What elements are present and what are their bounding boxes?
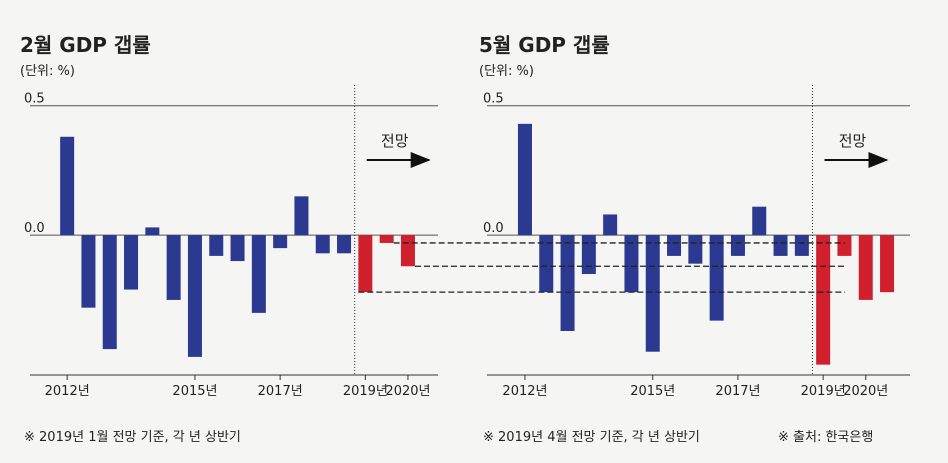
bar [560, 235, 575, 331]
chart-title: 2월 GDP 갭률 [20, 33, 151, 57]
bar [166, 235, 181, 300]
bar [294, 196, 309, 236]
x-tick-label: 2020년 [843, 384, 888, 399]
bar [102, 235, 117, 350]
y-tick-label: 0.5 [24, 92, 45, 107]
bar [230, 235, 245, 262]
bar [730, 235, 745, 256]
x-tick-label: 2015년 [172, 384, 217, 399]
x-tick-label: 2020년 [385, 384, 430, 399]
x-tick-label: 2017년 [715, 384, 760, 399]
unit-label: (단위: %) [479, 64, 534, 79]
bar [816, 235, 831, 365]
bar [145, 227, 160, 236]
bar [581, 235, 596, 275]
bar [337, 235, 352, 254]
bar [688, 235, 703, 264]
chart-title: 5월 GDP 갭률 [479, 33, 610, 57]
bar [837, 235, 852, 256]
footnote: ※ 2019년 1월 전망 기준, 각 년 상반기 [24, 430, 241, 445]
bar [752, 206, 767, 236]
bar [709, 235, 724, 321]
bar [81, 235, 96, 308]
bar [667, 235, 682, 256]
bar [358, 235, 373, 293]
y-tick-label: 0.0 [483, 221, 504, 236]
bar [251, 235, 266, 313]
forecast-label: 전망 [381, 132, 409, 150]
x-tick-label: 2012년 [45, 384, 90, 399]
source: ※ 출처: 한국은행 [778, 429, 873, 445]
x-tick-label: 2019년 [801, 384, 846, 399]
y-tick-label: 0.0 [24, 221, 45, 236]
bar [645, 235, 660, 352]
x-tick-label: 2015년 [630, 384, 675, 399]
bar [187, 235, 202, 357]
bar [124, 235, 139, 290]
bar [603, 214, 618, 236]
bar [880, 235, 895, 293]
bar [315, 235, 330, 254]
footnote: ※ 2019년 4월 전망 기준, 각 년 상반기 [483, 430, 700, 445]
bar [400, 235, 415, 267]
bar [60, 136, 75, 236]
x-tick-label: 2019년 [343, 384, 388, 399]
bar [517, 123, 532, 236]
bar [209, 235, 224, 256]
bar [273, 235, 288, 249]
unit-label: (단위: %) [20, 64, 75, 79]
bar [858, 235, 873, 300]
y-tick-label: 0.5 [483, 92, 504, 107]
bar [794, 235, 809, 256]
x-tick-label: 2012년 [502, 384, 547, 399]
forecast-label: 전망 [839, 132, 867, 150]
bar [539, 235, 554, 293]
x-tick-label: 2017년 [258, 384, 303, 399]
bar [379, 235, 394, 243]
bar [773, 235, 788, 256]
bar [624, 235, 639, 293]
